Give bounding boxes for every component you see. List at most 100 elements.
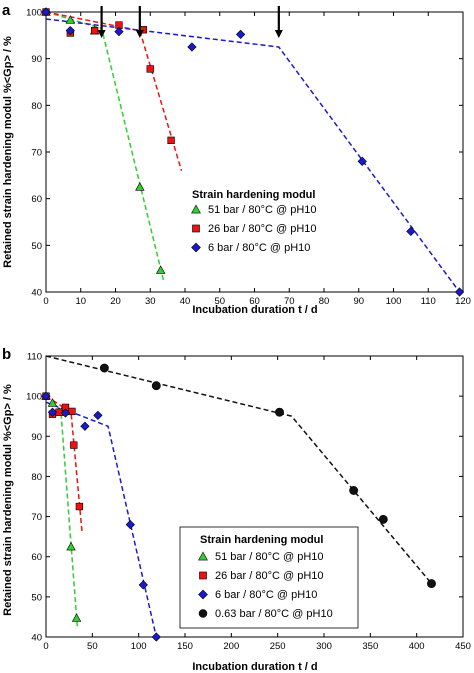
data-point-series-0 [155, 265, 166, 274]
x-tick-label: 120 [455, 296, 471, 307]
legend-marker-series-1 [192, 224, 200, 233]
x-tick-label: 30 [145, 296, 156, 307]
data-point-series-2 [60, 408, 71, 418]
data-point-series-0 [71, 613, 82, 622]
data-point-series-3 [275, 407, 284, 417]
y-tick-label: 90 [31, 54, 42, 65]
legend-label-series-3: 0.63 bar / 80°C @ pH10 [215, 608, 333, 620]
y-tick-label: 40 [31, 633, 42, 644]
panel-a-legend-box [186, 184, 350, 268]
legend-marker-series-0 [191, 204, 201, 214]
panel-b-legend: Strain hardening modul 51 bar / 80°C @ p… [179, 526, 359, 629]
y-tick-label: 110 [27, 352, 42, 363]
panel-b-x-ticks: 0 50 100 150 200 250 300 350 400 450 [43, 356, 471, 652]
x-tick-label: 90 [353, 296, 364, 307]
trend-line-series-3 [45, 355, 433, 585]
data-point-series-3 [151, 381, 161, 391]
data-point-series-2 [138, 580, 148, 590]
x-tick-label: 40 [180, 296, 191, 307]
x-tick-label: 20 [110, 296, 121, 307]
panel-a-letter: a [2, 2, 11, 19]
x-tick-label: 50 [87, 641, 98, 652]
y-tick-label: 80 [31, 101, 42, 112]
y-tick-label: 50 [31, 592, 42, 603]
legend-marker-series-3 [198, 609, 208, 618]
legend-marker-series-0 [198, 551, 208, 561]
panel-a-y-ticks: 40 50 60 70 80 90 100 [26, 8, 463, 299]
x-tick-label: 100 [131, 641, 147, 652]
panel-b-legend-title: Strain hardening modul [200, 534, 323, 546]
legend-marker-series-1 [199, 571, 207, 580]
panel-a-arrows [97, 6, 283, 38]
x-tick-label: 10 [75, 296, 86, 307]
panel-a-legend: Strain hardening modul 51 bar / 80°C @ p… [186, 184, 350, 268]
y-tick-label: 70 [31, 512, 42, 523]
panel-b: b Retained strain hardening modul %<Gp> … [2, 346, 471, 673]
x-tick-label: 110 [421, 296, 436, 307]
x-tick-label: 80 [319, 296, 330, 307]
arrow-head [135, 30, 144, 38]
panel-a-y-axis-title: Retained strain hardening modul %<Gp> / … [2, 36, 14, 268]
x-tick-label: 0 [43, 641, 48, 652]
data-point-series-1 [75, 502, 84, 511]
data-point-series-2 [93, 410, 103, 421]
data-point-series-0 [135, 182, 145, 191]
x-tick-label: 70 [284, 296, 295, 307]
x-tick-label: 60 [249, 296, 260, 307]
y-tick-label: 100 [26, 8, 42, 19]
x-tick-label: 150 [177, 641, 193, 652]
panel-b-data-points [41, 363, 436, 642]
x-tick-label: 0 [43, 296, 48, 307]
data-point-series-1 [90, 27, 99, 35]
data-point-series-2 [357, 156, 367, 166]
trend-line-series-2 [45, 18, 461, 293]
data-point-series-2 [47, 407, 58, 417]
x-tick-label: 200 [223, 641, 239, 652]
panel-b-y-axis-title: Retained strain hardening modul %<Gp> / … [2, 384, 14, 616]
data-point-series-2 [187, 42, 197, 52]
data-point-series-1 [167, 136, 175, 144]
data-point-series-3 [349, 486, 359, 495]
x-tick-label: 50 [214, 296, 225, 307]
y-tick-label: 50 [31, 241, 42, 252]
panel-b-x-axis-title: Incubation duration t / d [192, 661, 317, 673]
panel-a-x-ticks: 0 10 20 30 40 50 60 70 80 90 100 110 120 [43, 12, 471, 307]
data-point-series-1 [146, 65, 154, 73]
data-point-series-2 [114, 26, 124, 37]
panel-b-plot-frame [45, 355, 464, 638]
x-tick-label: 350 [362, 641, 378, 652]
panel-a-legend-title: Strain hardening modul [192, 189, 315, 201]
x-tick-label: 100 [386, 296, 402, 307]
y-tick-label: 100 [26, 392, 42, 403]
y-tick-label: 70 [31, 148, 42, 159]
y-tick-label: 80 [31, 472, 42, 483]
panel-a-x-axis-title: Incubation duration t / d [192, 304, 317, 316]
data-point-series-0 [47, 398, 58, 407]
trend-line-series-0 [45, 11, 165, 283]
legend-label-series-2: 6 bar / 80°C @ pH10 [215, 589, 317, 601]
y-tick-label: 90 [31, 432, 42, 443]
trend-line-series-1 [45, 11, 183, 171]
panel-a-data-points [41, 7, 465, 297]
trend-line-series-2 [45, 401, 158, 638]
data-point-series-3 [99, 363, 109, 373]
data-point-series-2 [65, 26, 75, 36]
data-point-series-2 [454, 287, 465, 297]
data-point-series-0 [66, 541, 76, 551]
panel-b-y-ticks: 40 50 60 70 80 90 100 110 [26, 352, 463, 644]
trend-line-series-1 [45, 395, 83, 533]
legend-label-series-1: 26 bar / 80°C @ pH10 [215, 570, 324, 582]
legend-marker-series-2 [198, 589, 208, 600]
legend-label-series-2: 6 bar / 80°C @ pH10 [208, 242, 310, 254]
data-point-series-2 [235, 29, 246, 40]
x-tick-label: 250 [270, 641, 286, 652]
data-point-series-1 [68, 407, 76, 416]
panel-b-letter: b [2, 346, 11, 363]
x-tick-label: 300 [316, 641, 332, 652]
data-point-series-3 [427, 579, 436, 589]
data-point-series-0 [65, 15, 76, 24]
data-point-series-2 [80, 421, 90, 431]
data-point-series-3 [378, 514, 388, 524]
x-tick-label: 450 [455, 641, 471, 652]
